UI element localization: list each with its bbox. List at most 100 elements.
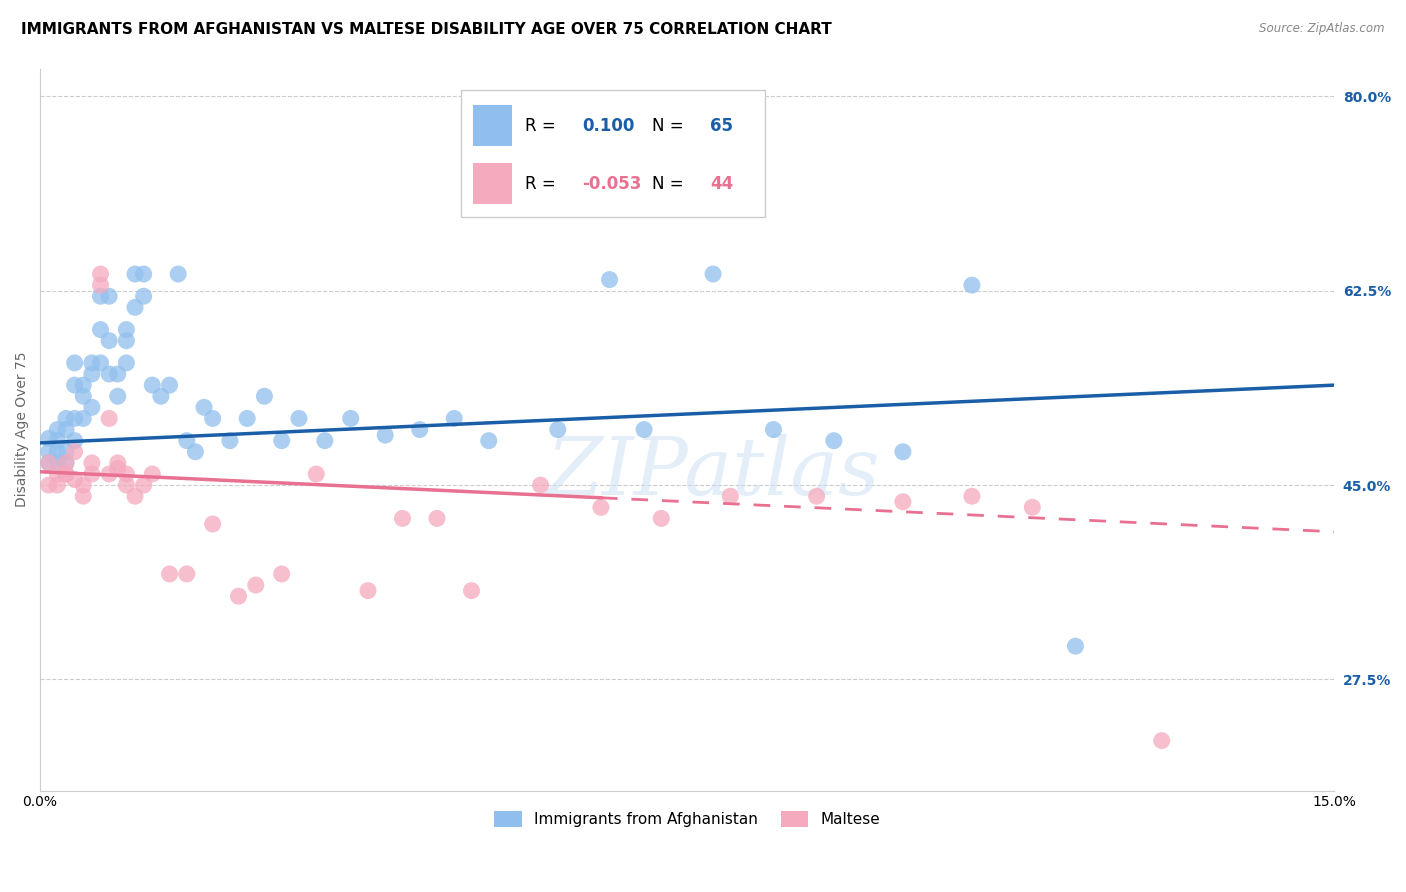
Point: [236, 411, 259, 425]
Point: [38, 432, 60, 446]
Point: [149, 389, 172, 403]
Point: [63, 411, 86, 425]
Point: [115, 467, 138, 481]
Point: [1021, 500, 1043, 515]
Point: [46, 434, 69, 448]
Point: [55, 467, 77, 481]
Point: [201, 411, 224, 425]
Point: [339, 411, 361, 425]
Point: [314, 434, 336, 448]
Point: [132, 478, 155, 492]
Point: [391, 511, 413, 525]
Point: [478, 434, 501, 448]
Point: [806, 489, 828, 503]
Point: [443, 411, 465, 425]
Point: [547, 423, 569, 437]
Point: [80, 456, 103, 470]
Point: [960, 489, 983, 503]
Point: [107, 389, 129, 403]
Point: [529, 478, 551, 492]
Point: [55, 456, 77, 470]
Point: [63, 473, 86, 487]
Point: [107, 461, 129, 475]
Point: [89, 278, 111, 293]
Point: [718, 489, 741, 503]
Point: [409, 423, 432, 437]
Point: [891, 444, 914, 458]
Point: [193, 401, 215, 415]
Point: [270, 566, 292, 581]
Point: [253, 389, 276, 403]
Point: [159, 566, 181, 581]
Text: ZIPatlas: ZIPatlas: [547, 434, 880, 512]
Point: [228, 589, 250, 603]
Point: [89, 289, 111, 303]
Point: [633, 423, 655, 437]
Point: [589, 500, 612, 515]
Point: [159, 378, 181, 392]
Point: [762, 423, 785, 437]
Point: [98, 367, 121, 381]
Point: [357, 583, 380, 598]
Point: [823, 434, 845, 448]
Point: [650, 511, 672, 525]
Point: [46, 478, 69, 492]
Point: [55, 456, 77, 470]
Point: [38, 456, 60, 470]
Point: [107, 456, 129, 470]
Point: [305, 467, 328, 481]
Point: [167, 267, 190, 281]
Text: Source: ZipAtlas.com: Source: ZipAtlas.com: [1260, 22, 1385, 36]
Point: [176, 434, 198, 448]
Point: [374, 428, 396, 442]
Point: [124, 489, 146, 503]
Point: [115, 334, 138, 348]
Point: [426, 511, 449, 525]
Point: [89, 322, 111, 336]
Point: [98, 334, 121, 348]
Point: [80, 367, 103, 381]
Point: [132, 267, 155, 281]
Point: [960, 278, 983, 293]
Point: [124, 301, 146, 315]
Point: [1150, 733, 1173, 747]
Point: [141, 378, 163, 392]
Point: [55, 467, 77, 481]
Point: [1064, 639, 1087, 653]
Text: IMMIGRANTS FROM AFGHANISTAN VS MALTESE DISABILITY AGE OVER 75 CORRELATION CHART: IMMIGRANTS FROM AFGHANISTAN VS MALTESE D…: [21, 22, 832, 37]
Point: [891, 495, 914, 509]
Point: [63, 434, 86, 448]
Point: [460, 583, 482, 598]
Point: [55, 423, 77, 437]
Point: [46, 467, 69, 481]
Point: [124, 267, 146, 281]
Point: [72, 411, 94, 425]
Point: [72, 378, 94, 392]
Point: [288, 411, 311, 425]
Point: [63, 378, 86, 392]
Point: [184, 444, 207, 458]
Point: [89, 356, 111, 370]
Point: [46, 423, 69, 437]
Point: [46, 456, 69, 470]
Point: [599, 272, 621, 286]
Point: [98, 411, 121, 425]
Point: [115, 478, 138, 492]
Point: [55, 444, 77, 458]
Point: [702, 267, 724, 281]
Point: [80, 401, 103, 415]
Point: [201, 516, 224, 531]
Point: [46, 444, 69, 458]
Point: [63, 444, 86, 458]
Point: [55, 411, 77, 425]
Point: [132, 289, 155, 303]
Point: [38, 456, 60, 470]
Point: [98, 467, 121, 481]
Point: [89, 267, 111, 281]
Point: [115, 322, 138, 336]
Point: [98, 289, 121, 303]
Point: [80, 356, 103, 370]
Point: [512, 178, 534, 193]
Point: [63, 356, 86, 370]
Point: [72, 489, 94, 503]
